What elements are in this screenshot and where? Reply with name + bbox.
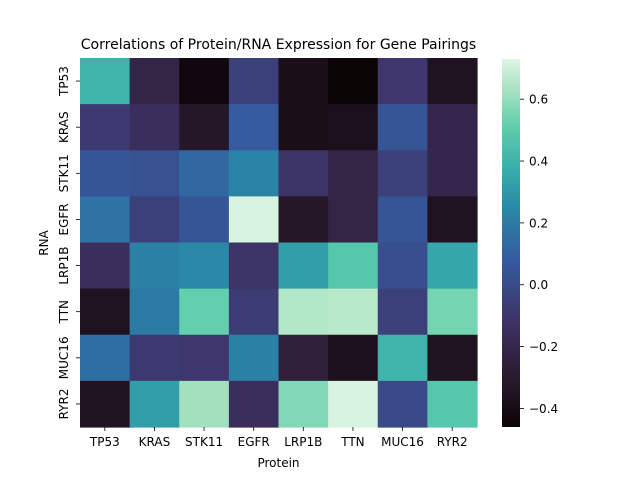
heatmap-cell-kras-stk11 (179, 104, 230, 151)
heatmap-cell-stk11-kras (129, 150, 180, 197)
heatmap-cell-egfr-lrp1b (278, 196, 329, 244)
heatmap-cell-ttn-egfr (228, 288, 280, 336)
colorbar-tick-label: 0.6 (529, 93, 548, 107)
heatmap-cell-tp53-ttn (328, 58, 379, 105)
x-axis-label: Protein (257, 456, 299, 470)
heatmap-cell-egfr-kras (129, 196, 180, 244)
heatmap-cell-kras-ryr2 (427, 104, 478, 151)
heatmap-cell-tp53-tp53 (80, 58, 131, 105)
colorbar-ticks: −0.4 −0.2 0.0 0.2 0.4 0.6 (520, 93, 558, 416)
heatmap-cell-egfr-egfr (228, 196, 280, 244)
heatmap-cell-ttn-muc16 (377, 288, 428, 336)
heatmap-cell-kras-ttn (328, 104, 379, 151)
y-tick-label: STK11 (57, 154, 71, 192)
heatmap-cell-tp53-ryr2 (427, 58, 478, 105)
heatmap-cell-ryr2-kras (129, 380, 180, 428)
y-tick-label: TP53 (57, 66, 71, 97)
x-tick-label: KRAS (139, 435, 171, 449)
heatmap-cell-stk11-ryr2 (427, 150, 478, 197)
heatmap-cell-ttn-kras (129, 288, 180, 336)
x-tick-label: LRP1B (284, 435, 322, 449)
heatmap-cell-kras-muc16 (377, 104, 428, 151)
heatmap-cell-ryr2-stk11 (179, 380, 230, 428)
heatmap-cell-stk11-ttn (328, 150, 379, 197)
heatmap-cell-muc16-tp53 (80, 334, 131, 382)
heatmap-cell-stk11-egfr (228, 150, 280, 197)
heatmap-cell-stk11-tp53 (80, 150, 131, 197)
heatmap-cell-stk11-muc16 (377, 150, 428, 197)
heatmap-cell-tp53-egfr (228, 58, 280, 105)
x-axis-ticks: TP53 KRAS STK11 EGFR LRP1B TTN MUC16 RYR2 (89, 427, 468, 449)
heatmap-cell-muc16-stk11 (179, 334, 230, 382)
heatmap-cell-tp53-lrp1b (278, 58, 329, 105)
y-tick-label: RYR2 (57, 389, 71, 420)
heatmap-cell-lrp1b-ryr2 (427, 242, 478, 290)
heatmap-cell-lrp1b-ttn (328, 242, 379, 290)
colorbar-tick-label: −0.2 (529, 340, 558, 354)
heatmap-cell-ryr2-muc16 (377, 380, 428, 428)
heatmap-cell-stk11-stk11 (179, 150, 230, 197)
heatmap-cell-kras-egfr (228, 104, 280, 151)
heatmap-cell-kras-tp53 (80, 104, 131, 151)
heatmap-cell-muc16-kras (129, 334, 180, 382)
y-tick-label: TTN (57, 300, 71, 324)
heatmap-cell-egfr-tp53 (80, 196, 131, 244)
heatmap-cell-lrp1b-lrp1b (278, 242, 329, 290)
heatmap-cell-ryr2-egfr (228, 380, 280, 428)
heatmap-cell-lrp1b-muc16 (377, 242, 428, 290)
heatmap-cell-muc16-muc16 (377, 334, 428, 382)
y-axis-label: RNA (37, 229, 51, 255)
heatmap-cell-muc16-ryr2 (427, 334, 478, 382)
x-tick-label: STK11 (185, 435, 223, 449)
heatmap-cell-lrp1b-tp53 (80, 242, 131, 290)
heatmap-cell-lrp1b-kras (129, 242, 180, 290)
colorbar (502, 59, 520, 427)
heatmap-cell-stk11-lrp1b (278, 150, 329, 197)
heatmap-cell-ttn-tp53 (80, 288, 131, 336)
heatmap-cell-ryr2-ryr2 (427, 380, 478, 428)
colorbar-tick-label: 0.4 (529, 155, 548, 169)
heatmap-cell-ttn-ttn (328, 288, 379, 336)
y-axis-ticks: TP53 KRAS STK11 EGFR LRP1B TTN MUC16 RYR2 (57, 66, 80, 419)
colorbar-tick-label: −0.4 (529, 402, 558, 416)
y-tick-label: EGFR (57, 203, 71, 235)
x-tick-label: RYR2 (437, 435, 468, 449)
colorbar-tick-label: 0.0 (529, 278, 548, 292)
heatmap-cell-egfr-ttn (328, 196, 379, 244)
heatmap-cell-egfr-ryr2 (427, 196, 478, 244)
heatmap-cell-lrp1b-egfr (228, 242, 280, 290)
heatmap-cell-kras-kras (129, 104, 180, 151)
chart-title: Correlations of Protein/RNA Expression f… (81, 37, 476, 53)
heatmap-cell-ryr2-tp53 (80, 380, 131, 428)
heatmap-cell-muc16-ttn (328, 334, 379, 382)
heatmap-cell-ryr2-ttn (328, 380, 379, 428)
y-tick-label: MUC16 (57, 336, 71, 379)
heatmap-cell-muc16-egfr (228, 334, 280, 382)
heatmap-cell-egfr-muc16 (377, 196, 428, 244)
heatmap-cell-egfr-stk11 (179, 196, 230, 244)
x-tick-label: EGFR (238, 435, 270, 449)
heatmap-cell-ttn-ryr2 (427, 288, 478, 336)
heatmap-cell-ttn-lrp1b (278, 288, 329, 336)
x-tick-label: TTN (340, 435, 364, 449)
x-tick-label: TP53 (89, 435, 120, 449)
heatmap-cell-tp53-muc16 (377, 58, 428, 105)
heatmap-cells (80, 58, 478, 428)
heatmap-cell-muc16-lrp1b (278, 334, 329, 382)
y-tick-label: LRP1B (57, 246, 71, 284)
y-tick-label: KRAS (57, 111, 71, 143)
heatmap-cell-lrp1b-stk11 (179, 242, 230, 290)
heatmap-cell-tp53-kras (129, 58, 180, 105)
x-tick-label: MUC16 (381, 435, 424, 449)
heatmap-cell-tp53-stk11 (179, 58, 230, 105)
colorbar-tick-label: 0.2 (529, 216, 548, 230)
heatmap-cell-kras-lrp1b (278, 104, 329, 151)
heatmap-cell-ryr2-lrp1b (278, 380, 329, 428)
heatmap-cell-ttn-stk11 (179, 288, 230, 336)
